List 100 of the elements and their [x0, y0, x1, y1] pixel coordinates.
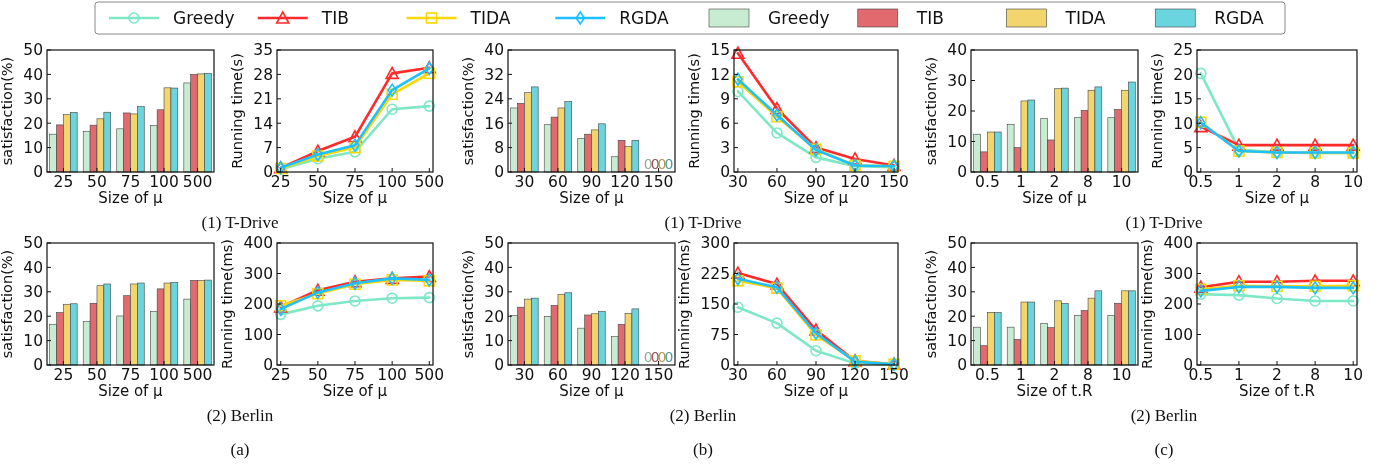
x-tick-label: 150 — [879, 366, 909, 384]
text: (2) Berlin — [206, 406, 274, 425]
point — [1271, 292, 1283, 305]
x-tick-label: 150 — [879, 173, 909, 191]
point — [386, 292, 398, 305]
y-tick-label: 14 — [253, 114, 273, 133]
legend-label: TIDA — [1064, 7, 1106, 28]
x-tick-label: 8 — [1083, 173, 1093, 191]
point — [385, 66, 399, 80]
data-label: 0 — [657, 156, 667, 172]
y-tick-label: 0 — [263, 356, 273, 375]
point — [423, 67, 436, 80]
y-tick-label: 30 — [947, 283, 967, 302]
y-tick-label: 300 — [243, 264, 273, 283]
y-tick-label: 225 — [700, 264, 730, 283]
y-tick-label: 0 — [720, 356, 730, 375]
y-axis-title: Running time(ms) — [676, 239, 693, 369]
x-tick-label: 10 — [1111, 173, 1132, 191]
x-tick-label: 75 — [120, 366, 141, 384]
y-axis-title: satisfaction(%) — [922, 56, 939, 166]
y-tick-label: 30 — [23, 90, 43, 109]
x-tick-label: 60 — [548, 366, 568, 384]
x-axis-title: Size of μ — [783, 189, 849, 207]
x-tick-label: 75 — [120, 173, 141, 191]
y-tick-label: 40 — [947, 41, 967, 60]
y-tick-label: 50 — [23, 41, 43, 60]
x-axis-title: Size of μ — [1022, 189, 1088, 207]
x-tick-label: 10 — [1111, 366, 1132, 384]
x-tick-label: 2 — [1049, 173, 1060, 191]
x-axis-title: Size of t.R — [1239, 382, 1315, 400]
y-tick-label: 200 — [243, 295, 273, 314]
x-tick-label: 30 — [514, 366, 535, 384]
x-tick-label: 90 — [581, 366, 602, 384]
y-axis-title: satisfaction(%) — [922, 249, 939, 359]
point — [848, 152, 862, 165]
y-tick-label: 0 — [33, 163, 43, 182]
data-label: 0 — [650, 349, 660, 365]
x-tick-label: 1 — [1233, 173, 1244, 191]
x-tick-label: 10 — [1343, 173, 1364, 191]
y-tick-label: 0 — [494, 356, 504, 375]
y-tick-label: 0 — [494, 163, 504, 182]
x-tick-label: 50 — [87, 173, 107, 191]
y-tick-label: 40 — [484, 258, 504, 277]
y-tick-label: 7 — [263, 139, 273, 158]
x-tick-label: 120 — [610, 173, 640, 191]
y-tick-label: 8 — [494, 139, 504, 158]
point — [1194, 119, 1208, 133]
point — [1346, 138, 1360, 151]
y-tick-label: 0 — [957, 163, 967, 182]
data-label: 0 — [650, 156, 660, 172]
point — [386, 103, 398, 116]
point — [423, 291, 436, 304]
x-tick-label: 500 — [182, 173, 213, 191]
point — [770, 277, 784, 290]
y-tick-label: 20 — [947, 307, 967, 326]
x-tick-label: 150 — [643, 366, 674, 384]
y-tick-label: 20 — [23, 114, 43, 133]
x-tick-label: 50 — [307, 173, 328, 191]
y-tick-label: 200 — [1163, 295, 1193, 314]
x-tick-label: 60 — [767, 366, 787, 384]
y-tick-label: 20 — [1173, 65, 1193, 84]
legend-label: Greedy — [768, 7, 830, 28]
y-tick-label: 20 — [947, 102, 967, 121]
data-label: 0 — [657, 349, 667, 365]
point — [349, 295, 361, 307]
y-tick-label: 50 — [484, 234, 504, 253]
y-tick-label: 32 — [484, 65, 504, 84]
y-tick-label: 150 — [700, 295, 730, 314]
text: (2) Berlin — [669, 406, 737, 425]
point — [423, 100, 436, 112]
data-label: 0 — [643, 349, 653, 365]
x-tick-label: 1 — [1016, 366, 1026, 384]
x-tick-label: 150 — [643, 173, 674, 191]
x-axis-title: Size of μ — [322, 382, 388, 400]
y-tick-label: 12 — [710, 65, 730, 84]
y-tick-label: 400 — [243, 234, 273, 253]
point — [274, 308, 287, 321]
y-tick-label: 40 — [23, 65, 43, 84]
data-label: 0 — [664, 156, 674, 172]
data-label: 0 — [643, 156, 653, 172]
point — [312, 300, 324, 312]
y-tick-label: 50 — [23, 234, 43, 253]
y-tick-label: 35 — [253, 41, 273, 60]
x-tick-label: 120 — [840, 173, 870, 191]
point — [1233, 289, 1245, 301]
y-axis-title: satisfaction(%) — [459, 249, 476, 359]
y-tick-label: 15 — [710, 41, 730, 60]
x-tick-label: 2 — [1049, 366, 1060, 384]
text: (1) T-Drive — [664, 213, 742, 232]
y-tick-label: 40 — [947, 258, 967, 277]
x-tick-label: 2 — [1272, 173, 1282, 191]
x-tick-label: 0.5 — [975, 366, 1000, 384]
x-tick-label: 60 — [548, 173, 568, 191]
y-tick-label: 10 — [1173, 114, 1193, 133]
x-tick-label: 50 — [87, 366, 107, 384]
legend-label: RGDA — [619, 7, 670, 28]
text: (1) T-Drive — [1125, 213, 1203, 232]
x-tick-label: 60 — [767, 173, 787, 191]
y-tick-label: 10 — [23, 332, 43, 351]
y-tick-label: 25 — [1173, 41, 1193, 60]
